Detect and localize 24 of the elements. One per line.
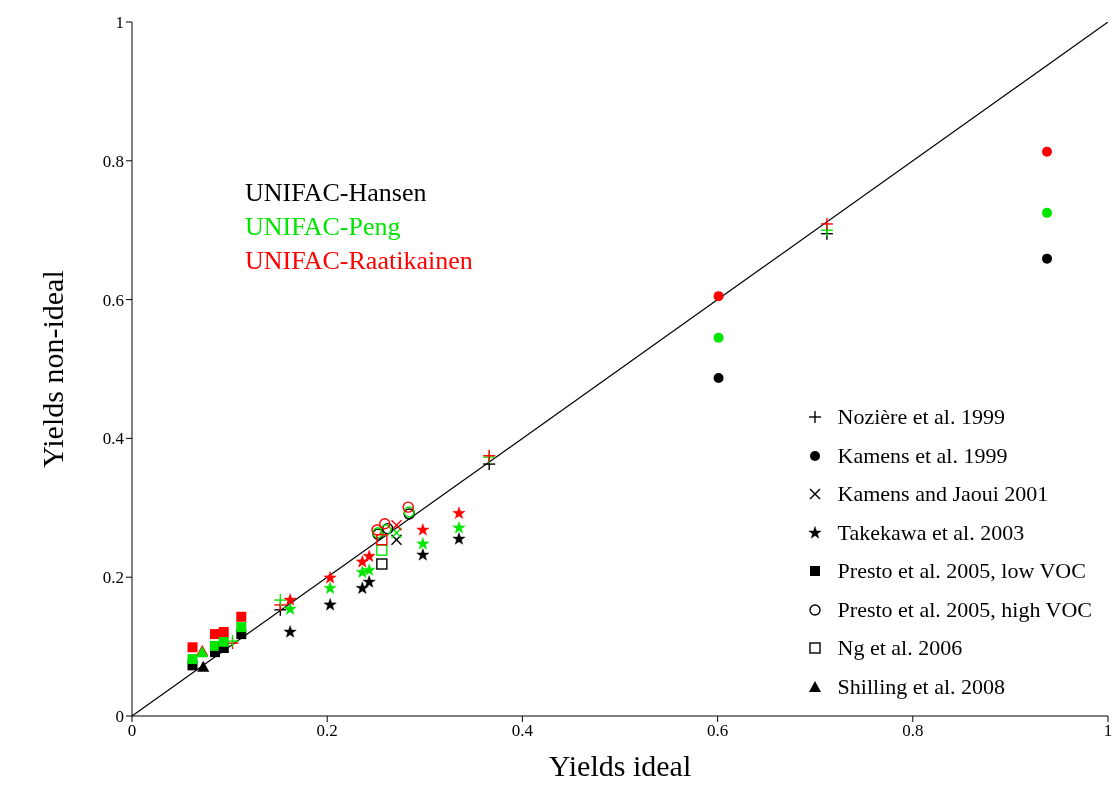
x-tick-label: 0.2 — [316, 721, 338, 741]
y-tick-label: 0 — [115, 707, 124, 727]
legend-label: UNIFAC-Raatikainen — [245, 245, 473, 277]
y-axis-title: Yields non-ideal — [35, 270, 69, 468]
y-tick-label: 0.6 — [102, 290, 124, 310]
legend-label: Takekawa et al. 2003 — [837, 518, 1025, 547]
legend-label: Nozière et al. 1999 — [837, 403, 1005, 431]
y-tick-label: 0.4 — [102, 429, 125, 449]
legend-label: Ng et al. 2006 — [837, 634, 963, 662]
y-tick-label: 0.2 — [102, 568, 124, 588]
legend-label: UNIFAC-Hansen — [245, 177, 428, 209]
legend-label: Kamens and Jaoui 2001 — [837, 480, 1049, 508]
legend-label: Shilling et al. 2008 — [837, 672, 1006, 701]
y-tick-label: 1 — [115, 13, 124, 33]
x-tick-label: 0.4 — [511, 721, 534, 741]
legend-label: UNIFAC-Peng — [245, 211, 402, 243]
x-axis-title: Yields ideal — [548, 749, 692, 782]
legend-label: Presto et al. 2005, high VOC — [837, 595, 1092, 624]
x-tick-label: 0.6 — [706, 721, 729, 741]
legend-label: Kamens et al. 1999 — [837, 441, 1008, 470]
legend-label: Presto et al. 2005, low VOC — [837, 557, 1086, 585]
x-tick-label: 0.8 — [902, 721, 924, 741]
x-tick-label: 1 — [1103, 721, 1113, 741]
y-tick-label: 0.8 — [102, 151, 124, 171]
